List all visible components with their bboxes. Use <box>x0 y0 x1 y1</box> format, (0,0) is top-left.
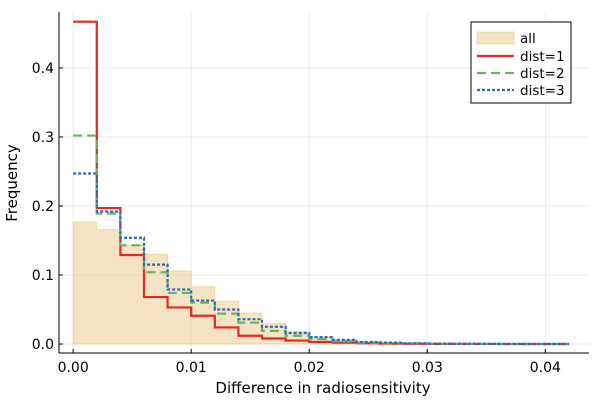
x-tick-label: 0.03 <box>412 360 443 376</box>
series-dist2-line <box>73 134 569 346</box>
x-tick-label: 0.01 <box>176 360 207 376</box>
y-tick-label: 0.0 <box>32 337 54 353</box>
y-tick-label: 0.2 <box>32 199 54 215</box>
y-tick-label: 0.4 <box>32 61 54 77</box>
x-tick-label: 0.04 <box>530 360 561 376</box>
legend: all dist=1 dist=2 dist=3 <box>470 21 572 104</box>
y-tick-label: 0.1 <box>32 268 54 284</box>
legend-label-dist1: dist=1 <box>520 49 565 65</box>
series-dist3-line <box>73 172 569 346</box>
y-tick-label: 0.3 <box>32 130 54 146</box>
x-axis-label: Difference in radiosensitivity <box>215 379 430 397</box>
legend-swatch-all <box>476 31 515 45</box>
x-tick-label: 0.00 <box>58 360 89 376</box>
axes <box>58 12 589 354</box>
x-tick-label: 0.02 <box>294 360 325 376</box>
legend-label-dist3: dist=3 <box>520 83 565 99</box>
series-layer <box>72 20 570 346</box>
y-axis-label: Frequency <box>3 144 21 222</box>
legend-label-dist2: dist=2 <box>520 66 565 82</box>
tick-labels: 0.00 0.01 0.02 0.03 0.04 0.0 0.1 0.2 0.3 0.4 <box>32 61 561 376</box>
legend-label-all: all <box>520 31 536 47</box>
